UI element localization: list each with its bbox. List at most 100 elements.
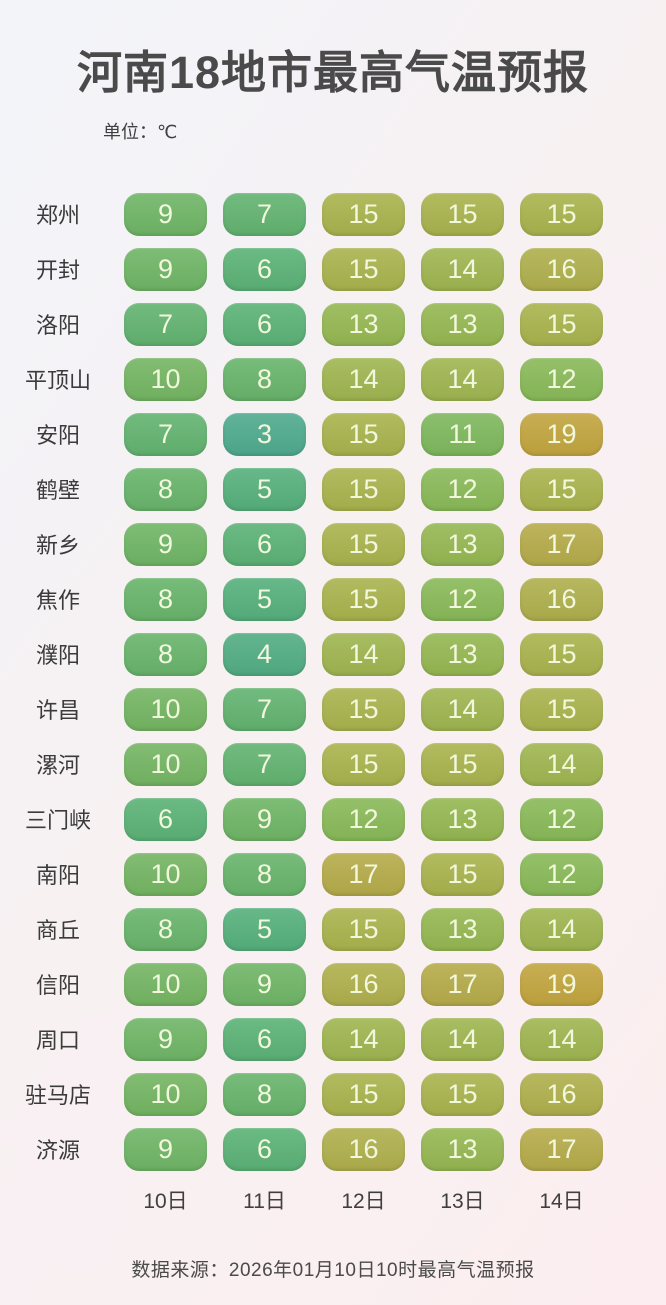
city-label: 平顶山 — [24, 368, 91, 393]
temp-cell: 8 — [223, 357, 306, 401]
temp-cell: 17 — [520, 1127, 603, 1171]
temp-cell: 14 — [322, 357, 405, 401]
temp-cell: 15 — [520, 467, 603, 511]
temp-cell: 9 — [124, 1127, 207, 1171]
temp-cell: 15 — [322, 1072, 405, 1116]
temp-cell: 6 — [223, 1127, 306, 1171]
temp-cell: 14 — [322, 632, 405, 676]
day-label: 12日 — [341, 1189, 386, 1213]
temp-cell: 5 — [223, 907, 306, 951]
temp-cell: 5 — [223, 577, 306, 621]
temp-cell: 15 — [322, 742, 405, 786]
temp-cell: 13 — [421, 1127, 504, 1171]
city-label: 商丘 — [35, 918, 80, 943]
city-label: 南阳 — [35, 863, 80, 888]
temp-cell: 14 — [421, 247, 504, 291]
temp-cell: 8 — [124, 907, 207, 951]
city-label: 开封 — [35, 258, 80, 283]
temp-cell: 15 — [520, 632, 603, 676]
city-label: 周口 — [35, 1028, 80, 1053]
temp-cell: 15 — [322, 687, 405, 731]
temp-cell: 15 — [322, 577, 405, 621]
temp-cell: 7 — [223, 687, 306, 731]
temp-cell: 14 — [421, 1017, 504, 1061]
temp-cell: 17 — [520, 522, 603, 566]
temp-cell: 16 — [322, 962, 405, 1006]
table-row: 鹤壁 8 5 15 12 15 — [8, 467, 666, 511]
table-row: 周口 9 6 14 14 14 — [8, 1017, 666, 1061]
temp-cell: 10 — [124, 742, 207, 786]
temp-cell: 9 — [124, 247, 207, 291]
city-label: 许昌 — [35, 698, 80, 723]
city-label: 信阳 — [35, 973, 80, 998]
temp-cell: 9 — [223, 962, 306, 1006]
temp-cell: 8 — [223, 1072, 306, 1116]
temp-cell: 15 — [421, 742, 504, 786]
temperature-table: 郑州 9 7 15 15 15 开封 9 6 15 14 16 洛阳 7 6 13 13 15 平顶山 10 8 14 14… — [8, 192, 666, 1171]
table-row: 南阳 10 8 17 15 12 — [8, 852, 666, 896]
temp-cell: 10 — [124, 962, 207, 1006]
temp-cell: 9 — [124, 522, 207, 566]
temp-cell: 13 — [322, 302, 405, 346]
page-title: 河南18地市最高气温预报 — [76, 47, 590, 98]
temp-cell: 16 — [520, 1072, 603, 1116]
temp-cell: 12 — [322, 797, 405, 841]
table-row: 三门峡 6 9 12 13 12 — [8, 797, 666, 841]
table-row: 商丘 8 5 15 13 14 — [8, 907, 666, 951]
temp-cell: 7 — [124, 302, 207, 346]
temp-cell: 14 — [421, 687, 504, 731]
temp-cell: 10 — [124, 1072, 207, 1116]
temp-cell: 7 — [223, 192, 306, 236]
temp-cell: 10 — [124, 852, 207, 896]
city-label: 三门峡 — [24, 808, 91, 833]
city-label: 新乡 — [35, 533, 80, 558]
temp-cell: 13 — [421, 797, 504, 841]
temp-cell: 16 — [520, 247, 603, 291]
temp-cell: 12 — [520, 357, 603, 401]
city-label: 鹤壁 — [35, 478, 80, 503]
temp-cell: 12 — [421, 467, 504, 511]
temp-cell: 6 — [124, 797, 207, 841]
temp-cell: 10 — [124, 357, 207, 401]
temp-cell: 15 — [421, 1072, 504, 1116]
table-row: 许昌 10 7 15 14 15 — [8, 687, 666, 731]
temp-cell: 14 — [421, 357, 504, 401]
temp-cell: 16 — [322, 1127, 405, 1171]
temp-cell: 14 — [520, 907, 603, 951]
temp-cell: 15 — [322, 412, 405, 456]
city-label: 驻马店 — [24, 1083, 91, 1108]
temp-cell: 17 — [322, 852, 405, 896]
table-row: 焦作 8 5 15 12 16 — [8, 577, 666, 621]
temp-cell: 15 — [520, 687, 603, 731]
city-label: 济源 — [35, 1138, 80, 1163]
temp-cell: 15 — [322, 467, 405, 511]
temp-cell: 14 — [322, 1017, 405, 1061]
temp-cell: 12 — [421, 577, 504, 621]
temp-cell: 13 — [421, 632, 504, 676]
temp-cell: 13 — [421, 302, 504, 346]
temp-cell: 17 — [421, 962, 504, 1006]
temp-cell: 8 — [124, 577, 207, 621]
city-label: 濮阳 — [35, 643, 80, 668]
header-spacer — [8, 1185, 108, 1215]
temp-cell: 13 — [421, 522, 504, 566]
temp-cell: 9 — [124, 1017, 207, 1061]
temp-cell: 7 — [124, 412, 207, 456]
table-row: 漯河 10 7 15 15 14 — [8, 742, 666, 786]
table-row: 安阳 7 3 15 11 19 — [8, 412, 666, 456]
temp-cell: 11 — [421, 412, 504, 456]
day-label: 13日 — [440, 1189, 485, 1213]
temp-cell: 8 — [223, 852, 306, 896]
temp-cell: 6 — [223, 1017, 306, 1061]
temp-cell: 12 — [520, 852, 603, 896]
table-row: 开封 9 6 15 14 16 — [8, 247, 666, 291]
temp-cell: 15 — [322, 522, 405, 566]
temp-cell: 9 — [223, 797, 306, 841]
temp-cell: 9 — [124, 192, 207, 236]
temp-cell: 12 — [520, 797, 603, 841]
table-row: 平顶山 10 8 14 14 12 — [8, 357, 666, 401]
city-label: 漯河 — [35, 753, 80, 778]
table-row: 信阳 10 9 16 17 19 — [8, 962, 666, 1006]
table-row: 济源 9 6 16 13 17 — [8, 1127, 666, 1171]
